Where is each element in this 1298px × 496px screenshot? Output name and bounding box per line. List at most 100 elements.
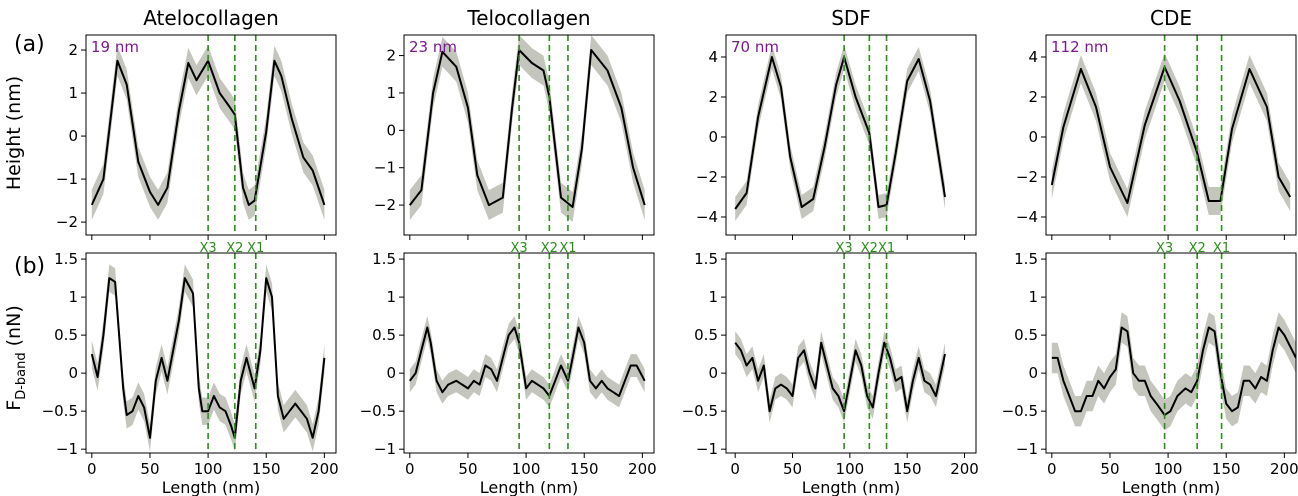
marker-label-x3: X3 bbox=[199, 241, 216, 256]
marker-label-x2: X2 bbox=[861, 241, 878, 256]
period-label: 112 nm bbox=[1051, 38, 1109, 56]
period-label: 23 nm bbox=[409, 38, 457, 56]
y-tick-label: 2 bbox=[386, 47, 396, 65]
y-tick-label: 1 bbox=[1028, 288, 1038, 306]
error-band bbox=[735, 331, 945, 423]
y-tick-label: −4 bbox=[696, 208, 718, 226]
y-tick-label: 0.5 bbox=[54, 326, 78, 344]
y-tick-label: −1 bbox=[696, 440, 718, 458]
plot-area bbox=[1050, 35, 1292, 235]
y-tick-label: 4 bbox=[708, 48, 718, 66]
y-tick-label: 0 bbox=[708, 364, 718, 382]
y-tick-label: −2 bbox=[696, 168, 718, 186]
y-tick-label: 1.5 bbox=[372, 250, 396, 268]
x-tick-label: 150 bbox=[252, 460, 281, 478]
y-tick-label: 0.5 bbox=[372, 326, 396, 344]
y-tick-label: 4 bbox=[1028, 48, 1038, 66]
x-tick-label: 0 bbox=[730, 460, 740, 478]
plot-area bbox=[409, 253, 646, 453]
x-tick-label: 150 bbox=[1212, 460, 1241, 478]
mean-line bbox=[1050, 66, 1292, 204]
y-tick-label: −0.5 bbox=[682, 402, 718, 420]
mean-line bbox=[409, 49, 646, 208]
panel-b-1: 0 50 100 150 200 −1 −0.5 0 0.5 1 1.5 Length (nm) bbox=[42, 250, 339, 496]
axes-frame bbox=[85, 34, 337, 236]
x-tick-label: 50 bbox=[783, 460, 802, 478]
y-tick-label: −2 bbox=[374, 196, 396, 214]
y-tick-label: −1 bbox=[374, 159, 396, 177]
marker-label-x1: X1 bbox=[559, 241, 576, 256]
y-tick-label: 1.5 bbox=[694, 250, 718, 268]
y-tick-label: 0 bbox=[68, 364, 78, 382]
y-tick-label: 1 bbox=[68, 288, 78, 306]
marker-label-x1: X1 bbox=[878, 241, 895, 256]
y-tick-label: 0 bbox=[68, 127, 78, 145]
axes-frame bbox=[403, 34, 655, 236]
marker-label-x2: X2 bbox=[541, 241, 558, 256]
x-tick-label: 200 bbox=[950, 460, 979, 478]
y-tick-label: 1.5 bbox=[1014, 250, 1038, 268]
error-band bbox=[409, 35, 645, 222]
panel-b-4: 0 50 100 150 200 −1 −0.5 0 0.5 1 1.5 Length (nm) bbox=[1002, 250, 1298, 496]
y-tick-label: −1 bbox=[56, 170, 78, 188]
axes-frame bbox=[85, 252, 337, 454]
y-tick-label: 0 bbox=[1028, 128, 1038, 146]
y-tick-label: −0.5 bbox=[42, 402, 78, 420]
marker-label-x1: X1 bbox=[1213, 241, 1230, 256]
period-label: 19 nm bbox=[91, 38, 139, 56]
y-tick-label: −0.5 bbox=[360, 402, 396, 420]
panel-b-3: 0 50 100 150 200 −1 −0.5 0 0.5 1 1.5 Length (nm) bbox=[682, 250, 979, 496]
y-tick-label: −1 bbox=[56, 440, 78, 458]
y-tick-label: 2 bbox=[708, 88, 718, 106]
plot-area bbox=[734, 35, 946, 235]
mean-line bbox=[409, 326, 646, 397]
axes-frame bbox=[725, 252, 977, 454]
marker-label-x3: X3 bbox=[1156, 241, 1173, 256]
x-tick-label: 200 bbox=[1270, 460, 1298, 478]
error-band bbox=[91, 45, 325, 220]
panel-title: Telocollagen bbox=[466, 6, 590, 30]
y-tick-label: −2 bbox=[56, 213, 78, 231]
y-tick-label: 0 bbox=[708, 128, 718, 146]
axes-frame bbox=[725, 34, 977, 236]
panel-title: Atelocollagen bbox=[143, 6, 279, 30]
x-axis-label: Length (nm) bbox=[480, 478, 578, 496]
row-b-ylabel-sub: D-band bbox=[14, 352, 29, 399]
panel-a-3: X3 X2 X1 −4 −2 0 2 4 SDF 70 nm bbox=[696, 6, 977, 256]
y-tick-label: −1 bbox=[374, 440, 396, 458]
panel-a-4: X3 X2 X1 −4 −2 0 2 4 CDE 112 nm bbox=[1016, 6, 1297, 256]
mean-line bbox=[90, 277, 326, 439]
x-tick-label: 200 bbox=[310, 460, 339, 478]
y-tick-label: −2 bbox=[1016, 168, 1038, 186]
marker-label-x3: X3 bbox=[836, 241, 853, 256]
x-tick-label: 0 bbox=[1047, 460, 1057, 478]
x-tick-label: 50 bbox=[458, 460, 477, 478]
x-tick-label: 100 bbox=[836, 460, 865, 478]
mean-line bbox=[90, 59, 326, 206]
row-a-ylabel: Height (nm) bbox=[3, 76, 25, 190]
period-label: 70 nm bbox=[731, 38, 779, 56]
row-b-ylabel-main: F bbox=[3, 400, 25, 411]
y-tick-label: 0 bbox=[386, 364, 396, 382]
error-band bbox=[1051, 312, 1296, 431]
x-tick-label: 100 bbox=[1154, 460, 1183, 478]
panel-label-a: (a) bbox=[14, 32, 45, 57]
mean-line bbox=[734, 341, 946, 413]
panel-title: SDF bbox=[831, 6, 871, 30]
mean-line bbox=[1051, 326, 1296, 416]
axes-frame bbox=[1045, 34, 1297, 236]
error-band bbox=[735, 45, 945, 221]
x-tick-label: 150 bbox=[570, 460, 599, 478]
y-tick-label: 0.5 bbox=[1014, 326, 1038, 344]
y-tick-label: 2 bbox=[1028, 88, 1038, 106]
x-tick-label: 50 bbox=[1100, 460, 1119, 478]
x-tick-label: 100 bbox=[194, 460, 223, 478]
x-tick-label: 50 bbox=[140, 460, 159, 478]
axes-frame bbox=[403, 252, 655, 454]
y-tick-label: 0 bbox=[1028, 364, 1038, 382]
marker-label-x2: X2 bbox=[1189, 241, 1206, 256]
y-tick-label: 2 bbox=[68, 41, 78, 59]
y-tick-label: 1 bbox=[386, 288, 396, 306]
